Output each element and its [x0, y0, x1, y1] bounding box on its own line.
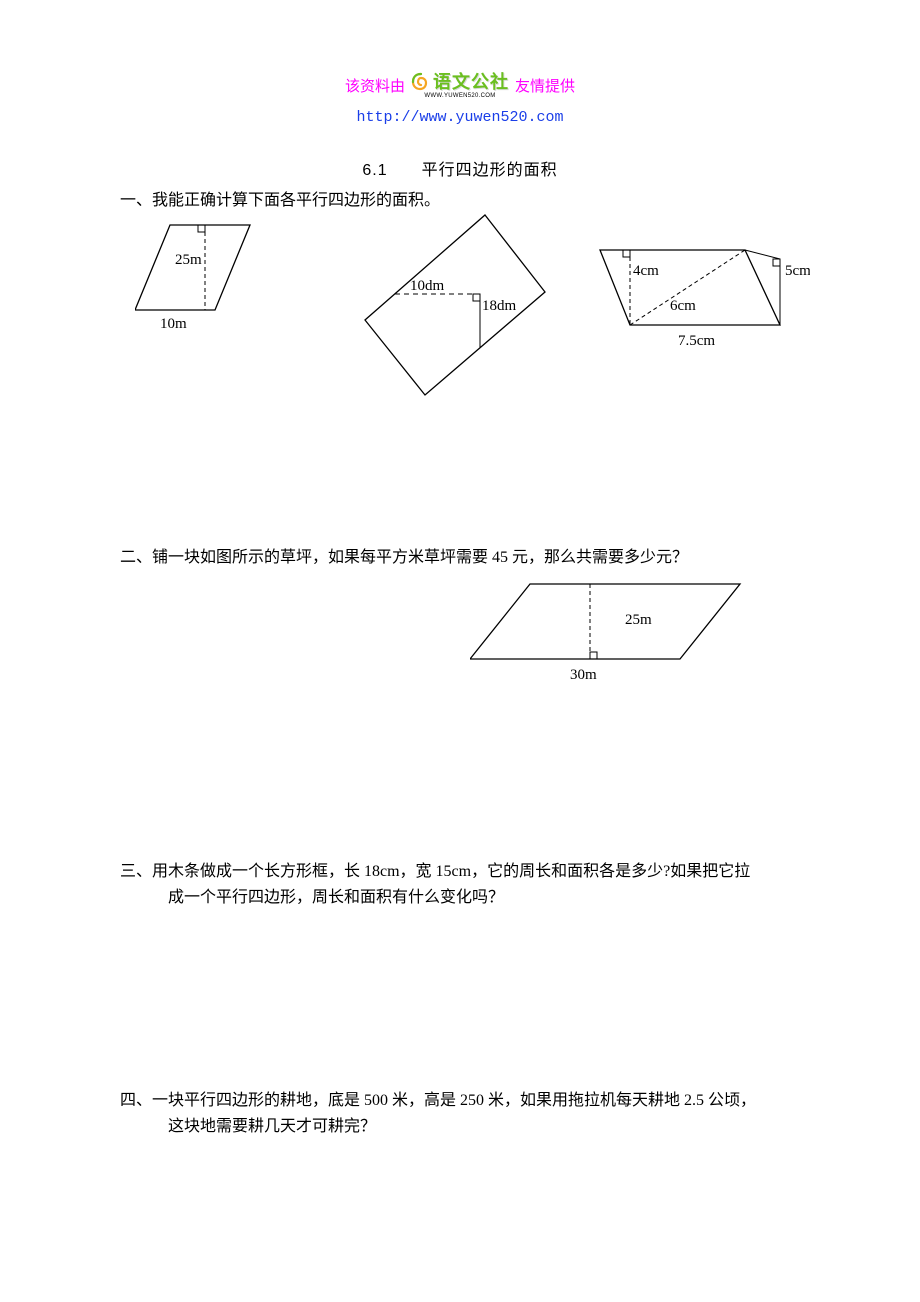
document-header: 该资料由 语文公社 WWW.YUWEN520.COM 友情提供 http://w…: [0, 0, 920, 126]
question-2: 二、铺一块如图所示的草坪，如果每平方米草坪需要 45 元，那么共需要多少元？: [120, 545, 800, 571]
fig1c-base-label: 7.5cm: [678, 333, 715, 349]
parallelogram-figure-3: 4cm 5cm 6cm 7.5cm: [570, 240, 810, 360]
fig2-base-label: 30m: [570, 667, 597, 683]
document-title: 6.1 平行四边形的面积: [0, 156, 920, 180]
credit-before: 该资料由: [345, 75, 405, 96]
fig1a-base-label: 10m: [160, 316, 187, 332]
document-content: 一、我能正确计算下面各平行四边形的面积。 25m 10m 10dm 18dm: [0, 188, 920, 1140]
parallelogram-figure-1: 25m 10m: [135, 220, 285, 340]
fig1a-height-label: 25m: [175, 252, 202, 268]
logo-url-small: WWW.YUWEN520.COM: [424, 93, 495, 99]
q4-line2: 这块地需要耕几天才可耕完？: [120, 1114, 800, 1140]
q4-line1: 四、一块平行四边形的耕地，底是 500 米，高是 250 米，如果用拖拉机每天耕…: [120, 1088, 800, 1114]
credit-after: 友情提供: [515, 75, 575, 96]
fig1c-diag-label: 6cm: [670, 298, 696, 314]
logo-text: 语文公社: [433, 73, 509, 91]
figures-q1: 25m 10m 10dm 18dm 4cm 5cm 6cm: [120, 220, 800, 390]
site-url: http://www.yuwen520.com: [0, 109, 920, 126]
credit-line: 该资料由 语文公社 WWW.YUWEN520.COM 友情提供: [0, 72, 920, 99]
fig1b-diag-label: 10dm: [410, 278, 445, 294]
question-4: 四、一块平行四边形的耕地，底是 500 米，高是 250 米，如果用拖拉机每天耕…: [120, 1088, 800, 1139]
question-3: 三、用木条做成一个长方形框，长 18cm，宽 15cm，它的周长和面积各是多少?…: [120, 859, 800, 910]
parallelogram-figure-2: 10dm 18dm: [360, 210, 560, 405]
fig1b-height-label: 18dm: [482, 298, 517, 314]
logo-swirl-icon: [411, 72, 431, 92]
fig1c-h1-label: 4cm: [633, 263, 659, 279]
q3-line1: 三、用木条做成一个长方形框，长 18cm，宽 15cm，它的周长和面积各是多少?…: [120, 859, 800, 885]
parallelogram-figure-q2: 25m 30m: [470, 574, 750, 694]
fig1c-h2-label: 5cm: [785, 263, 810, 279]
q3-line2: 成一个平行四边形，周长和面积有什么变化吗？: [120, 885, 800, 911]
fig2-height-label: 25m: [625, 612, 652, 628]
figure-q2: 25m 30m: [120, 574, 800, 684]
site-logo: 语文公社 WWW.YUWEN520.COM: [411, 72, 509, 99]
